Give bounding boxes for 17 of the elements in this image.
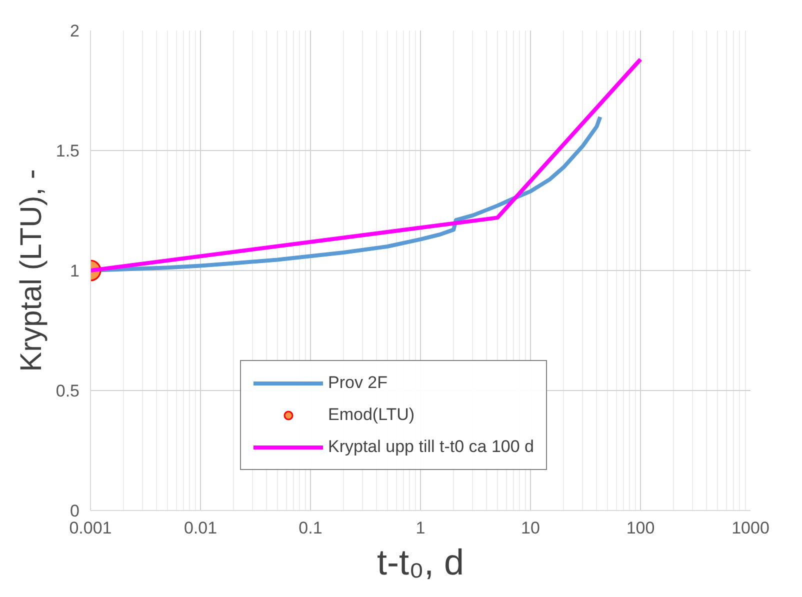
y-tick-label: 2 [70,22,80,40]
legend-label: Emod(LTU) [328,405,415,425]
x-axis-title: t-t₀, d [377,542,464,582]
legend-label: Prov 2F [328,373,388,393]
x-tick-label: 1000 [732,518,770,538]
x-tick-label: 100 [626,518,655,538]
y-axis-title: Kryptal (LTU), - [14,169,48,372]
y-tick-label: 1.5 [56,142,80,160]
y-tick-label: 0.5 [56,382,80,400]
y-tick-label: 1 [70,262,80,280]
x-tick-label: 0.001 [69,518,112,538]
x-tick-label: 0.1 [298,518,322,538]
legend-label: Kryptal upp till t-t0 ca 100 d [328,437,534,457]
y-tick-label: 0 [70,502,80,520]
x-tick-label: 10 [521,518,540,538]
x-tick-label: 0.01 [184,518,218,538]
x-tick-label: 1 [416,518,426,538]
